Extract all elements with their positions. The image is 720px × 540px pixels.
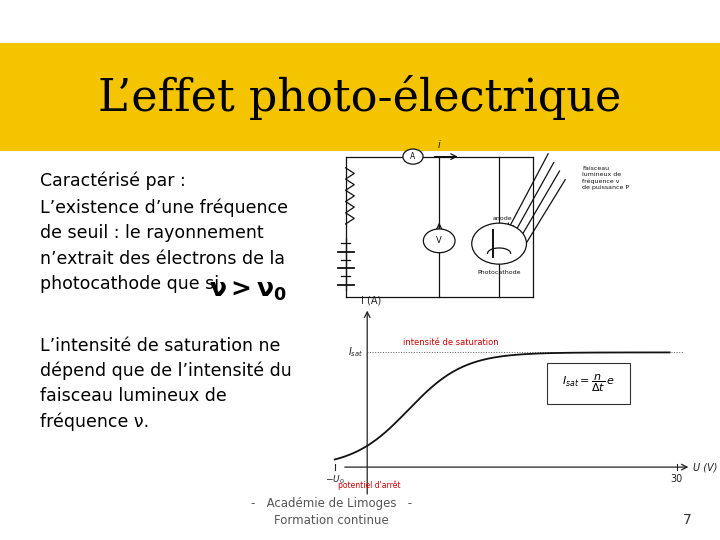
Circle shape (423, 229, 455, 253)
Text: -   Académie de Limoges   -
Formation continue: - Académie de Limoges - Formation contin… (251, 496, 412, 526)
Text: anode: anode (493, 216, 513, 221)
Text: L’existence d’une fréquence: L’existence d’une fréquence (40, 199, 287, 217)
Text: Photocathode: Photocathode (477, 269, 521, 274)
Bar (0, 43, 720, 151)
Text: faisceau lumineux de: faisceau lumineux de (40, 387, 226, 406)
Text: L’intensité de saturation ne: L’intensité de saturation ne (40, 336, 280, 355)
Text: potentiel d'arrêt: potentiel d'arrêt (338, 481, 401, 490)
Text: $I_{sat} = \dfrac{n}{\Delta t}\,e$: $I_{sat} = \dfrac{n}{\Delta t}\,e$ (562, 373, 615, 394)
Text: photocathode que si: photocathode que si (40, 275, 219, 293)
Text: Faisceau
lumineux de
fréquence ν
de puissance P: Faisceau lumineux de fréquence ν de puis… (582, 166, 629, 190)
Bar (547, 363, 630, 404)
Text: U (V): U (V) (693, 462, 718, 472)
Text: de seuil : le rayonnement: de seuil : le rayonnement (40, 224, 264, 242)
Text: V: V (436, 237, 442, 245)
Text: $\mathbf{\nu > \nu_0}$: $\mathbf{\nu > \nu_0}$ (209, 279, 287, 302)
Text: i: i (438, 140, 441, 150)
Text: Caractérisé par :: Caractérisé par : (40, 172, 185, 190)
Text: 7: 7 (683, 512, 691, 526)
Text: $-U_0$: $-U_0$ (325, 474, 345, 486)
Text: A: A (410, 152, 415, 161)
Text: fréquence ν.: fréquence ν. (40, 413, 149, 431)
Text: n’extrait des électrons de la: n’extrait des électrons de la (40, 249, 284, 268)
Text: intensité de saturation: intensité de saturation (403, 338, 499, 347)
Text: dépend que de l’intensité du: dépend que de l’intensité du (40, 362, 292, 380)
Text: L’effet photo-électrique: L’effet photo-électrique (99, 75, 621, 120)
Circle shape (403, 149, 423, 164)
Text: $I_{sat}$: $I_{sat}$ (348, 346, 364, 359)
Text: I (A): I (A) (361, 295, 382, 305)
Text: 30: 30 (670, 474, 683, 484)
Circle shape (472, 223, 526, 264)
